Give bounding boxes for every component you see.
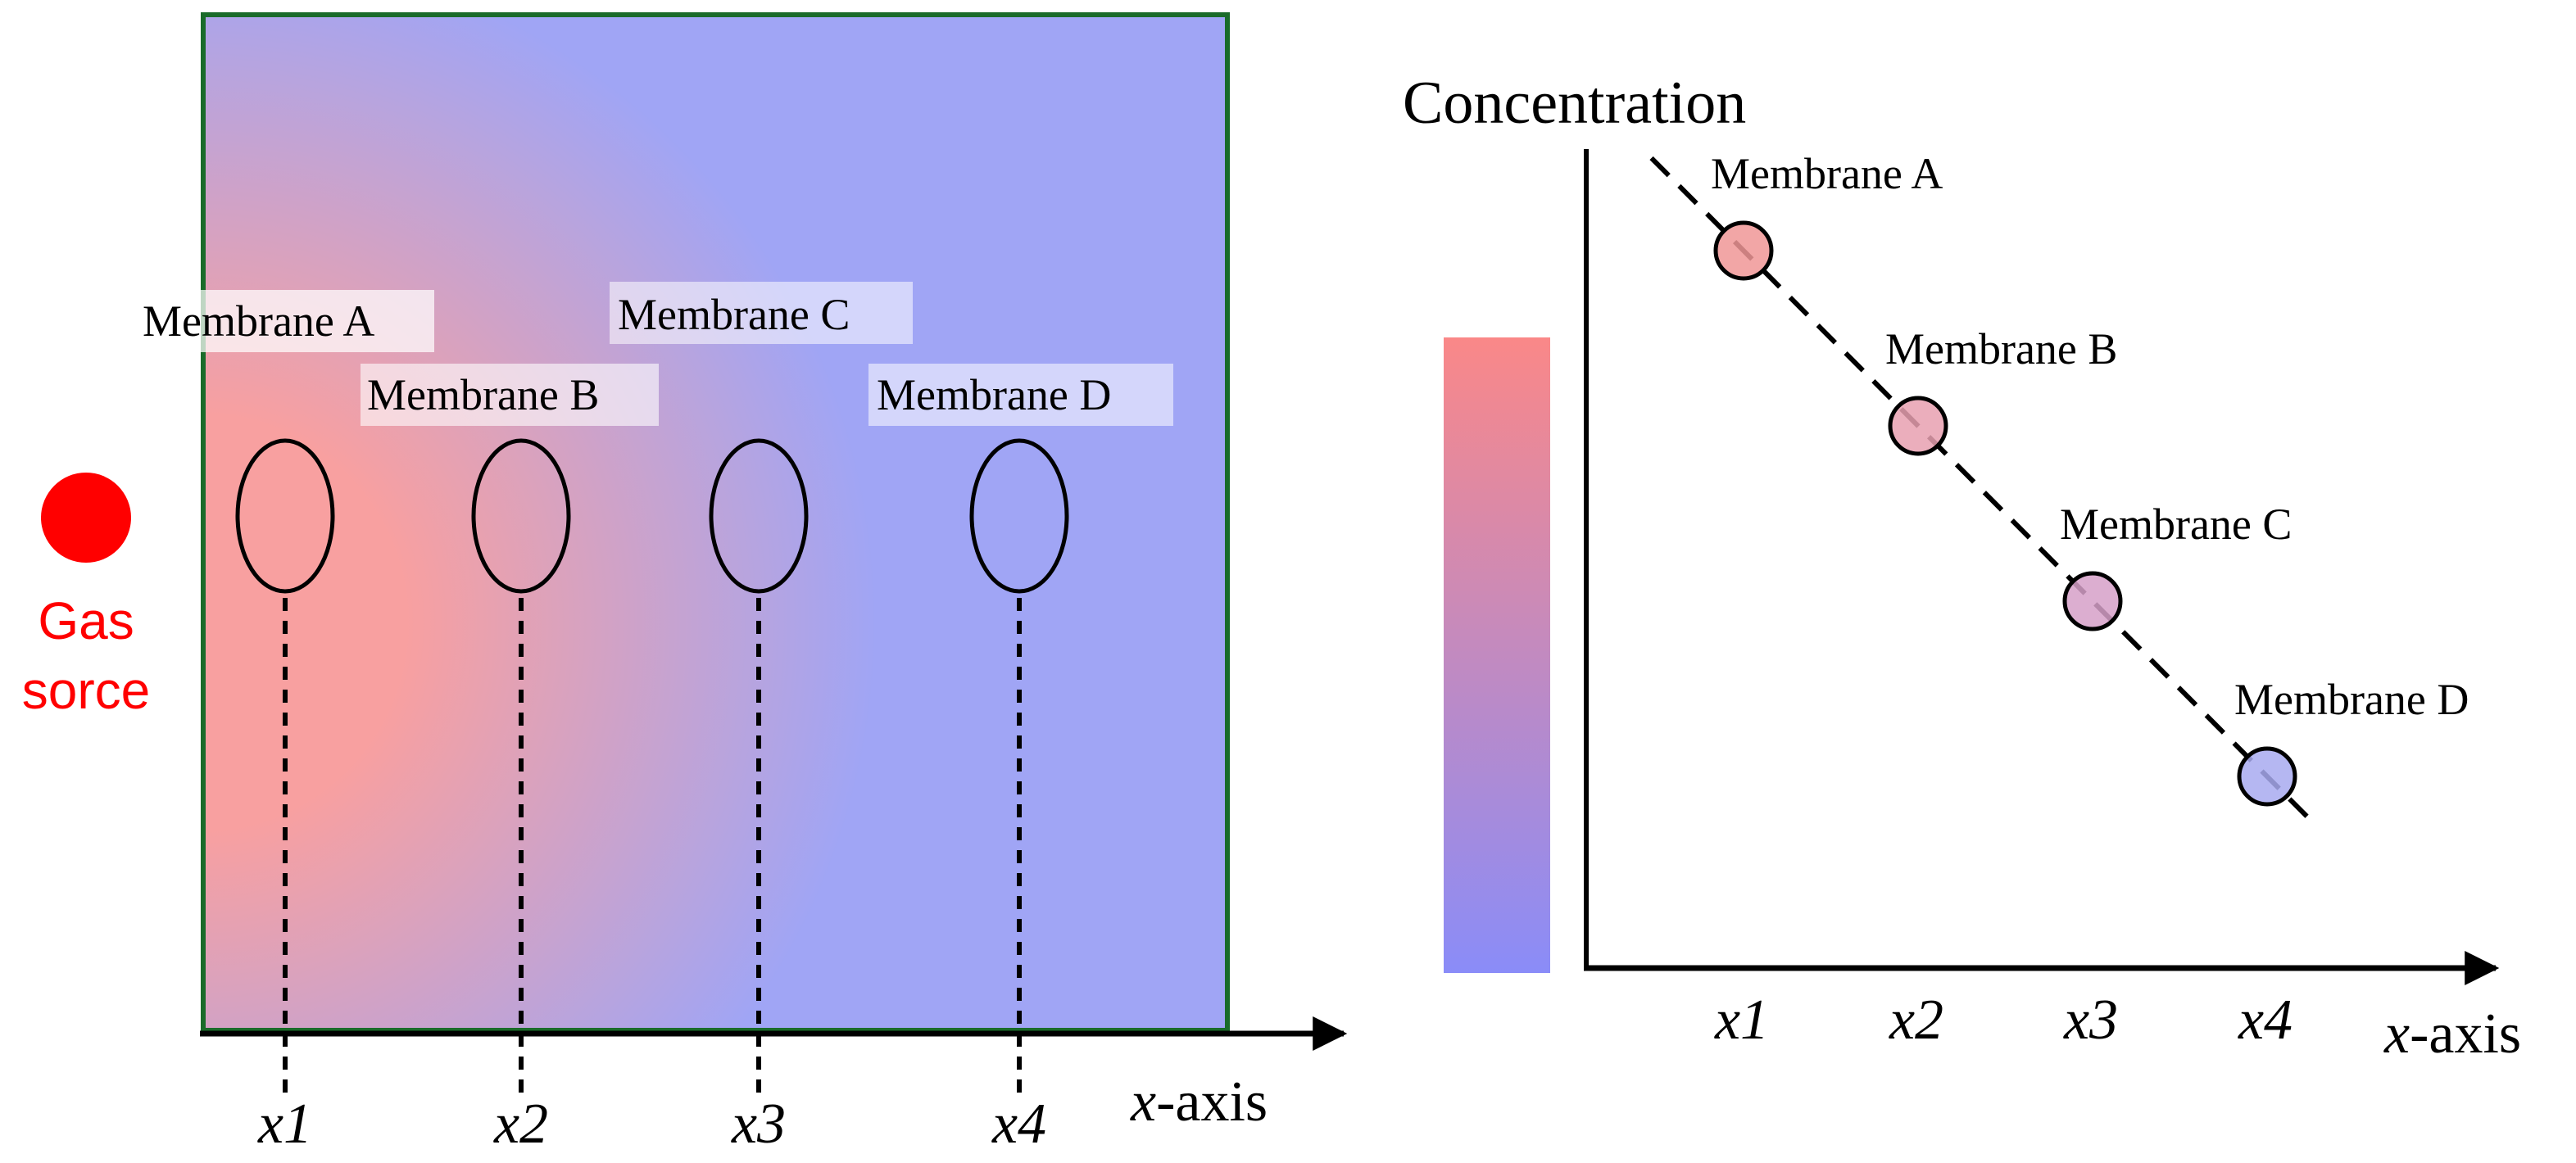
chart-marks: Membrane A x1 Membrane B x2 Membrane C x3 Memb…	[1649, 149, 2469, 1052]
panel-x-axis-label: x-axis	[1130, 1070, 1268, 1134]
membrane-a-ellipse	[235, 438, 335, 594]
concentration-chart: Concentration x-axis Membrane Ax1Membran…	[1403, 70, 2521, 1066]
gas-source: Gas sorce	[22, 473, 151, 720]
chart-tick-x2: x2	[1889, 989, 1943, 1052]
panel-membranes	[235, 438, 1069, 594]
chart-point-label-x1: Membrane A	[1711, 149, 1943, 198]
chart-point-x2	[1888, 396, 1948, 456]
panel-tick-x1: x1	[257, 1093, 312, 1156]
chart-x-axis-label: x-axis	[2383, 1002, 2521, 1066]
membrane-b-ellipse	[471, 438, 571, 594]
concentration-colorbar	[1444, 337, 1550, 973]
gas-source-dot	[41, 473, 131, 563]
chart-point-x1	[1713, 220, 1774, 281]
panel-tick-x3: x3	[731, 1093, 786, 1156]
panel-membrane-a-label: Membrane A	[143, 296, 374, 346]
panel-tick-x4: x4	[991, 1093, 1046, 1156]
membrane-d-ellipse	[969, 438, 1069, 594]
panel-membrane-b-label: Membrane B	[367, 370, 599, 419]
diffusion-panel	[201, 12, 1230, 1033]
panel-membrane-labels: Membrane A Membrane B Membrane C Membran…	[131, 282, 1173, 426]
chart-tick-x1: x1	[1714, 989, 1769, 1052]
panel-x-ticks: x1 x2 x3 x4	[257, 1093, 1046, 1156]
panel-membrane-c-label: Membrane C	[618, 290, 850, 339]
membrane-c-ellipse	[709, 438, 809, 594]
gas-source-label-line1: Gas	[38, 591, 134, 650]
chart-tick-x3: x3	[2063, 989, 2118, 1052]
chart-tick-x4: x4	[2238, 989, 2293, 1052]
panel-dropdown-lines	[283, 598, 1022, 1102]
chart-point-x3	[2062, 571, 2123, 631]
panel-tick-x2: x2	[493, 1093, 548, 1156]
chart-point-label-x4: Membrane D	[2234, 675, 2469, 724]
chart-point-label-x2: Membrane B	[1885, 324, 2117, 373]
chart-point-x4	[2237, 746, 2297, 807]
chart-title: Concentration	[1403, 70, 1746, 137]
diffusion-field	[201, 12, 1230, 1033]
panel-membrane-d-label: Membrane D	[877, 370, 1111, 419]
chart-point-label-x3: Membrane C	[2060, 500, 2292, 549]
gas-source-label-line2: sorce	[22, 661, 151, 720]
